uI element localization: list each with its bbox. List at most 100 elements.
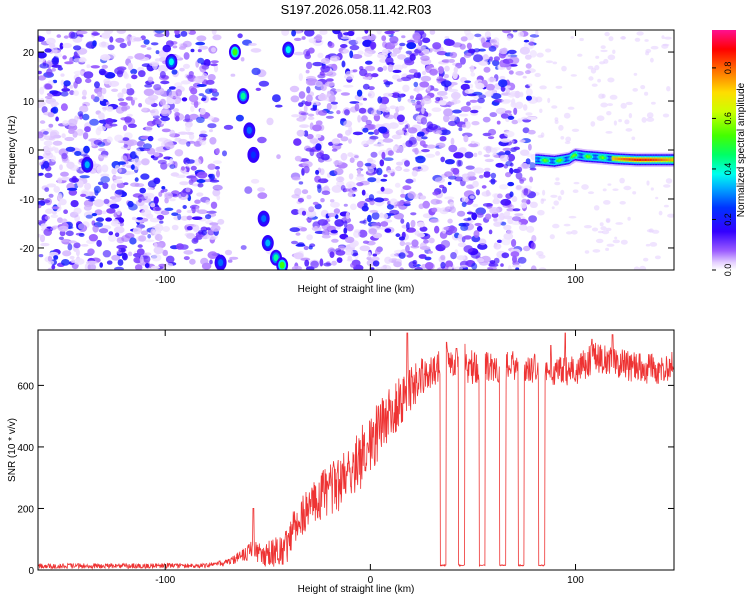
heatmap-cell: [344, 109, 350, 116]
heatmap-cell: [383, 174, 388, 178]
snr-series-line: [38, 332, 674, 570]
heatmap-cell: [507, 115, 515, 120]
heatmap-cell: [419, 246, 431, 250]
heatmap-cell: [299, 117, 304, 121]
heatmap-cell: [127, 62, 133, 71]
heatmap-cell: [38, 51, 47, 59]
heatmap-cell: [154, 223, 164, 232]
tone-core: [568, 157, 571, 160]
heatmap-cell: [549, 234, 555, 240]
heatmap-cell: [185, 159, 196, 164]
heatmap-cell: [224, 249, 233, 256]
heatmap-cell: [420, 75, 432, 82]
heatmap-cell: [176, 243, 184, 250]
heatmap-cell: [636, 31, 644, 36]
heatmap-cell: [418, 254, 427, 259]
heatmap-cell: [362, 76, 372, 80]
heatmap-cell: [473, 167, 485, 174]
heatmap-cell: [328, 41, 333, 47]
heatmap-cell: [201, 64, 210, 70]
heatmap-cell: [497, 193, 503, 199]
heatmap-cell: [633, 72, 638, 76]
tone-core: [603, 156, 606, 159]
heatmap-cell: [430, 198, 441, 205]
heatmap-cell: [38, 204, 42, 209]
heatmap-cell: [125, 35, 131, 42]
heatmap-cell: [116, 30, 126, 34]
heatmap-cell: [97, 91, 103, 98]
heatmap-cell: [583, 225, 592, 229]
heatmap-cell: [178, 131, 188, 135]
hotspot-core: [250, 151, 256, 159]
heatmap-cell: [416, 133, 423, 137]
heatmap-cell: [47, 112, 55, 118]
heatmap-cell: [138, 103, 143, 108]
heatmap-cell: [319, 30, 328, 35]
heatmap-cell: [60, 103, 68, 111]
heatmap-cell: [613, 120, 618, 126]
heatmap-cell: [53, 255, 59, 260]
heatmap-cell: [136, 248, 145, 256]
heatmap-cell: [174, 149, 184, 157]
tone-core: [598, 156, 601, 159]
heatmap-cell: [352, 252, 359, 256]
heatmap-cell: [153, 246, 164, 255]
heatmap-cell: [446, 101, 455, 106]
heatmap-cell: [134, 177, 139, 182]
heatmap-cell: [406, 222, 410, 230]
heatmap-cell: [449, 206, 456, 214]
heatmap-cell: [631, 136, 636, 141]
heatmap-cell: [100, 173, 110, 178]
heatmap-cell: [404, 242, 412, 246]
heatmap-cell: [529, 201, 538, 208]
heatmap-cell: [61, 152, 68, 160]
heatmap-cell: [665, 178, 673, 184]
heatmap-cell: [379, 212, 384, 219]
heatmap-cell: [205, 199, 210, 205]
heatmap-cell: [298, 73, 303, 82]
heatmap-cell: [488, 45, 497, 52]
heatmap-cell: [386, 169, 394, 174]
heatmap-cell: [501, 99, 512, 103]
heatmap-cell: [342, 49, 350, 54]
heatmap-cell: [520, 162, 531, 170]
heatmap-cell: [428, 250, 433, 254]
heatmap-cell: [108, 80, 120, 87]
heatmap-cell: [555, 177, 560, 181]
tone-core: [572, 155, 575, 158]
heatmap-cell: [141, 158, 150, 166]
heatmap-cell: [357, 168, 362, 175]
heatmap-cell: [121, 235, 131, 242]
heatmap-cell: [557, 195, 562, 201]
heatmap-cell: [213, 64, 219, 73]
heatmap-cell: [607, 77, 615, 83]
heatmap-cell: [40, 242, 50, 247]
heatmap-cell: [347, 255, 353, 261]
heatmap-cell: [118, 248, 127, 253]
heatmap-cell: [159, 220, 164, 224]
heatmap-cell: [173, 108, 179, 113]
heatmap-cell: [211, 30, 217, 35]
heatmap-cell: [470, 72, 476, 77]
heatmap-cell: [420, 117, 428, 125]
heatmap-cell: [404, 124, 409, 129]
hotspot-core: [84, 161, 90, 169]
heatmap-cell: [121, 88, 128, 94]
heatmap-cell: [94, 81, 100, 89]
heatmap-cell: [56, 34, 62, 38]
heatmap-cell: [90, 65, 101, 69]
heatmap-cell: [297, 198, 304, 203]
heatmap-cell: [197, 57, 205, 64]
heatmap-cell: [369, 209, 379, 213]
heatmap-cell: [424, 256, 432, 261]
heatmap-cell: [368, 194, 375, 201]
heatmap-cell: [203, 59, 211, 67]
heatmap-cell: [600, 226, 607, 231]
heatmap-cell: [229, 256, 239, 260]
heatmap-cell: [371, 212, 380, 220]
heatmap-cell: [367, 167, 375, 174]
heatmap-cell: [71, 259, 75, 264]
heatmap-cell: [376, 30, 382, 35]
heatmap-cell: [62, 120, 70, 126]
tone-core: [564, 158, 568, 161]
